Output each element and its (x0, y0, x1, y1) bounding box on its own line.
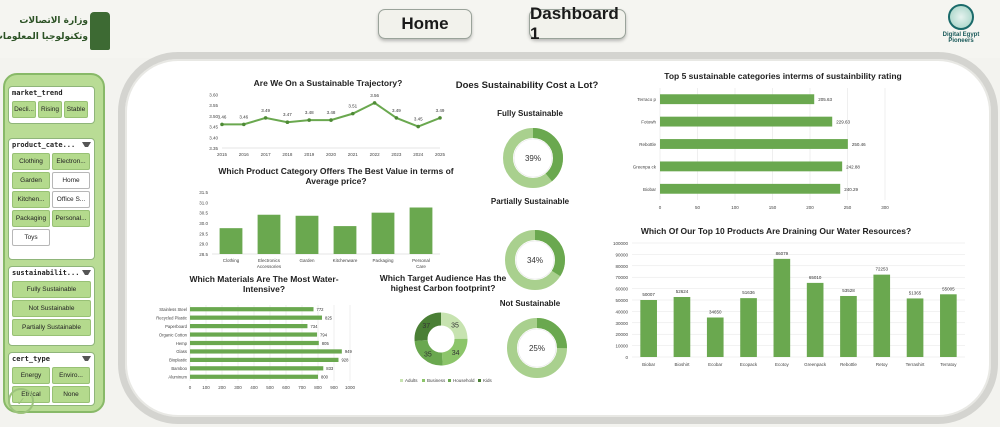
cost-title: Does Sustainability Cost a Lot? (455, 80, 599, 91)
materials-title: Which Materials Are The Most Water-Inten… (189, 274, 339, 295)
slicer-item[interactable]: Garden (12, 172, 50, 189)
clear-filter-icon[interactable] (82, 355, 91, 363)
slicer-item[interactable]: Office S... (52, 191, 90, 208)
slicer-title: cert_type (12, 355, 50, 363)
slicer-item[interactable]: Clothing (12, 153, 50, 170)
top-bar: وزارة الاتصالات وتكنولوجيا المعلومات Hom… (0, 0, 1000, 58)
slicer-1: product_cate... Clothing Electron... Garden… (8, 138, 95, 260)
clear-filter-icon[interactable] (82, 269, 91, 277)
slicer-title: sustainabilit... (12, 269, 80, 277)
value-title: Which Product Category Offers The Best V… (218, 166, 454, 187)
carbon-title: Which Target Audience Has the highest Ca… (379, 273, 507, 294)
globe-icon (948, 4, 974, 30)
top5-title: Top 5 sustainable categories interms of … (664, 71, 902, 81)
slicer-item[interactable]: Home (52, 172, 90, 189)
donut-label-not: Not Sustainable (499, 299, 561, 308)
slicer-item[interactable]: Partially Sustainable (12, 319, 91, 336)
slicer-item[interactable]: Toys (12, 229, 50, 246)
slicer-2: sustainabilit... Fully Sustainable Not Sus… (8, 266, 95, 346)
dashboard-canvas (118, 52, 998, 424)
dashboard-1-button[interactable]: Dashboard 1 (529, 4, 626, 43)
ministry-logo: وزارة الاتصالات وتكنولوجيا المعلومات (0, 10, 118, 52)
donut-label-fully: Fully Sustainable (497, 109, 563, 118)
slicer-title: market_trend (12, 89, 63, 97)
slicer-header: market_trend (9, 87, 94, 99)
slicer-0: market_trend Decli... Rising Stable (8, 86, 95, 124)
digital-egypt-pioneers-logo: Digital Egypt Pioneers (930, 4, 992, 54)
help-circle-icon[interactable]: ✓ (8, 388, 34, 414)
slicer-item[interactable]: Not Sustainable (12, 300, 91, 317)
slicer-title: product_cate... (12, 141, 76, 149)
slicer-item[interactable]: Fully Sustainable (12, 281, 91, 298)
slicer-item[interactable]: Electron... (52, 153, 90, 170)
slicer-header: cert_type (9, 353, 94, 365)
slicer-item[interactable]: Decli... (12, 101, 36, 118)
slicer-item[interactable]: Energy (12, 367, 50, 384)
ministry-logo-line-1: وزارة الاتصالات (19, 16, 88, 26)
slicer-header: product_cate... (9, 139, 94, 151)
water-title: Which Of Our Top 10 Products Are Drainin… (640, 226, 912, 236)
slicer-item[interactable]: Kitchen... (12, 191, 50, 208)
slicer-item[interactable]: Packaging (12, 210, 50, 227)
trajectory-title: Are We On a Sustainable Trajectory? (253, 78, 403, 88)
clear-filter-icon[interactable] (82, 141, 91, 149)
home-button[interactable]: Home (378, 9, 472, 39)
slicer-header: sustainabilit... (9, 267, 94, 279)
slicer-item[interactable]: Rising (38, 101, 62, 118)
slicer-item[interactable]: None (52, 386, 90, 403)
slicer-item[interactable]: Stable (64, 101, 88, 118)
pharaoh-figure-icon (90, 12, 110, 50)
logo-right-text: Digital Egypt Pioneers (942, 32, 980, 44)
ministry-logo-line-2: وتكنولوجيا المعلومات (0, 32, 88, 42)
donut-label-partially: Partially Sustainable (490, 197, 570, 206)
slicer-item[interactable]: Personal... (52, 210, 90, 227)
slicer-item[interactable]: Enviro... (52, 367, 90, 384)
